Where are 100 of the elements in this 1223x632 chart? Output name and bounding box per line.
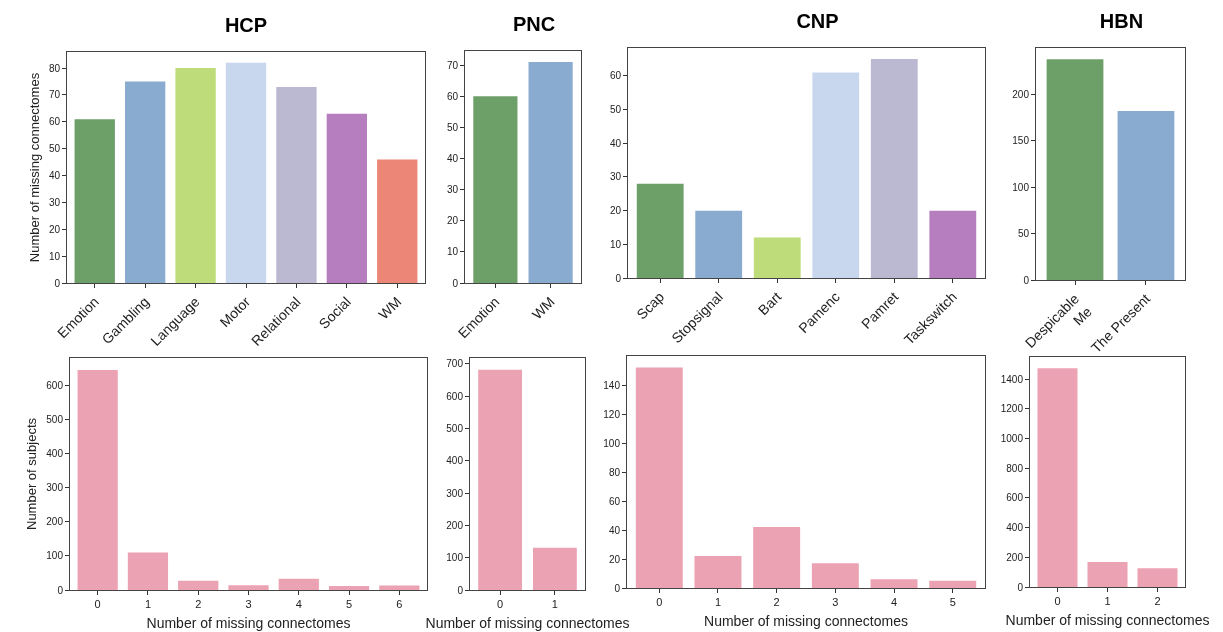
- x-tick-label: 0: [497, 598, 504, 611]
- y-tick-label: 50: [446, 121, 459, 133]
- y-tick-label: 10: [446, 246, 459, 258]
- x-tick-label: 4: [295, 598, 302, 611]
- y-tick-label: 80: [48, 62, 61, 74]
- y-tick-label: 70: [48, 89, 61, 101]
- y-tick-label: 10: [609, 238, 622, 250]
- bar: [753, 237, 801, 278]
- bar: [127, 552, 169, 590]
- chart-title: HCP: [224, 14, 268, 36]
- bar: [929, 210, 977, 278]
- y-tick-label: 0: [1023, 274, 1030, 286]
- x-tick-label: 3: [245, 598, 252, 611]
- y-tick-label: 100: [46, 550, 64, 562]
- y-tick-label: 140: [603, 379, 621, 391]
- x-tick-label: 2: [195, 598, 202, 611]
- y-tick-label: 300: [46, 482, 64, 494]
- y-tick-label: 60: [609, 70, 622, 82]
- y-tick-label: 0: [452, 277, 459, 289]
- y-tick-label: 0: [1017, 581, 1024, 593]
- bar: [635, 367, 683, 588]
- bar: [225, 62, 267, 283]
- y-tick-label: 40: [608, 524, 621, 536]
- x-tick-label: 1: [144, 598, 151, 611]
- bar: [753, 527, 801, 588]
- y-tick-label: 50: [48, 143, 61, 155]
- x-tick-label: WM: [375, 293, 405, 323]
- y-tick-label: 0: [615, 272, 622, 284]
- y-tick-label: 30: [48, 196, 61, 208]
- y-tick-label: 400: [46, 448, 64, 460]
- y-tick-label: 600: [446, 390, 464, 402]
- y-tick-label: 500: [46, 413, 64, 425]
- x-tick-label: 6: [396, 598, 403, 611]
- x-tick-label: 1: [714, 596, 722, 609]
- y-tick-label: 1200: [1000, 403, 1024, 415]
- x-tick-label: 0: [94, 598, 101, 611]
- y-tick-label: 500: [446, 422, 464, 434]
- x-axis-title: Number of missing connectomes: [1005, 611, 1210, 628]
- y-tick-label: 20: [609, 205, 622, 217]
- y-tick-label: 60: [608, 495, 621, 507]
- bar: [1087, 562, 1128, 587]
- x-tick-label: 1: [551, 598, 558, 611]
- bar: [178, 580, 219, 590]
- bar: [870, 59, 918, 278]
- x-axis-title: Number of missing connectomes: [425, 614, 630, 631]
- y-tick-label: 100: [603, 437, 621, 449]
- x-tick-label: 5: [949, 596, 956, 609]
- y-tick-label: 30: [609, 171, 622, 183]
- y-tick-label: 1000: [1000, 433, 1024, 445]
- x-axis-title: Number of missing connectomes: [146, 614, 351, 631]
- y-tick-label: 400: [1006, 522, 1024, 534]
- y-tick-label: 20: [446, 215, 459, 227]
- y-tick-label: 70: [446, 59, 459, 71]
- x-tick-label: 0: [656, 596, 663, 609]
- y-tick-label: 1400: [1000, 373, 1024, 385]
- y-tick-label: 800: [1006, 462, 1024, 474]
- y-tick-label: 40: [609, 137, 622, 149]
- x-tick-label: WM: [528, 293, 558, 323]
- y-tick-label: 200: [1012, 88, 1030, 100]
- y-tick-label: 10: [48, 250, 61, 262]
- bar: [326, 113, 368, 283]
- y-tick-label: 200: [446, 519, 464, 531]
- bar: [328, 585, 370, 590]
- chart-title: HBN: [1099, 10, 1144, 32]
- y-tick-label: 40: [446, 152, 459, 164]
- y-tick-label: 100: [1012, 181, 1030, 193]
- x-tick-label: 2: [1154, 595, 1161, 608]
- bar: [929, 580, 977, 588]
- y-tick-label: 200: [46, 516, 64, 528]
- y-tick-label: 20: [608, 553, 621, 565]
- bar: [377, 159, 418, 283]
- y-axis-title: Number of subjects: [24, 417, 40, 530]
- bar: [77, 369, 118, 590]
- x-axis-title: Number of missing connectomes: [704, 612, 908, 629]
- x-tick-label: 4: [890, 596, 898, 609]
- chart-title: CNP: [796, 10, 839, 32]
- y-tick-label: 20: [48, 223, 61, 235]
- bar: [228, 585, 269, 590]
- bar: [1037, 368, 1078, 587]
- bar: [278, 578, 319, 590]
- chart-title: PNC: [512, 13, 556, 35]
- y-tick-label: 0: [614, 582, 621, 594]
- bar: [870, 579, 918, 588]
- y-tick-label: 120: [603, 408, 621, 420]
- y-tick-label: 0: [57, 584, 64, 596]
- x-tick-label: 2: [773, 596, 780, 609]
- y-tick-label: 80: [608, 466, 621, 478]
- bar: [175, 68, 216, 283]
- x-tick-label: 3: [832, 596, 839, 609]
- y-tick-label: 30: [446, 184, 459, 196]
- bar: [74, 119, 115, 283]
- y-tick-label: 400: [446, 455, 464, 467]
- y-tick-label: 0: [54, 277, 61, 289]
- bar: [812, 72, 860, 278]
- y-tick-label: 100: [446, 552, 464, 564]
- y-tick-label: 700: [446, 358, 464, 370]
- y-tick-label: 50: [1017, 228, 1030, 240]
- x-tick-label: 1: [1104, 595, 1111, 608]
- bar: [636, 183, 684, 278]
- bar: [124, 81, 166, 283]
